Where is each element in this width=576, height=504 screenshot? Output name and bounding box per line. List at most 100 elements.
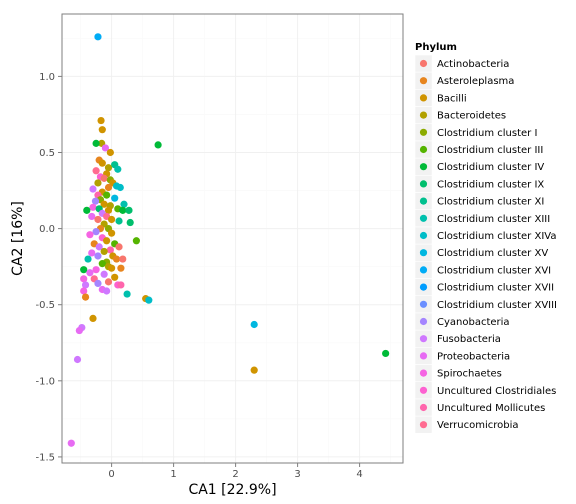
data-point bbox=[86, 269, 94, 277]
legend-label: Bacilli bbox=[437, 93, 467, 104]
legend-label: Actinobacteria bbox=[437, 59, 509, 70]
data-point bbox=[116, 183, 124, 192]
legend-item: Verrucomicrobia bbox=[414, 415, 519, 434]
data-point bbox=[123, 290, 131, 298]
legend-label: Clostridium cluster XVI bbox=[437, 265, 551, 276]
legend-marker bbox=[419, 94, 428, 102]
legend-marker bbox=[419, 386, 428, 394]
data-point bbox=[94, 252, 102, 260]
legend-marker bbox=[419, 421, 428, 429]
data-point bbox=[100, 247, 108, 256]
legend-item: Bacilli bbox=[414, 89, 467, 107]
y-axis-ticks: -1.5 -1.0 -0.5 0.0 0.5 1.0 bbox=[35, 72, 62, 463]
x-tick-label: 2 bbox=[232, 469, 238, 480]
legend-label: Verrucomicrobia bbox=[437, 420, 519, 431]
legend-item: Clostridium cluster III bbox=[414, 140, 543, 159]
legend-item: Clostridium cluster XIVa bbox=[414, 226, 556, 245]
data-point bbox=[94, 179, 102, 187]
legend-marker bbox=[419, 266, 428, 274]
legend-label: Clostridium cluster I bbox=[437, 128, 537, 139]
data-point bbox=[112, 255, 121, 263]
data-point bbox=[125, 206, 133, 214]
scatter-points bbox=[67, 33, 390, 447]
data-point bbox=[88, 212, 96, 221]
data-point bbox=[73, 355, 82, 364]
data-point bbox=[104, 183, 113, 192]
data-point bbox=[117, 264, 125, 272]
legend-item: Clostridium cluster XVI bbox=[414, 261, 551, 279]
legend-marker bbox=[419, 145, 428, 154]
data-point bbox=[114, 165, 122, 173]
data-point bbox=[67, 439, 75, 447]
legend-label: Uncultured Mollicutes bbox=[437, 403, 545, 414]
legend-label: Clostridium cluster XV bbox=[437, 248, 548, 259]
legend-label: Asteroleplasma bbox=[437, 76, 514, 87]
plot-panel bbox=[62, 14, 403, 463]
legend-label: Clostridium cluster XI bbox=[437, 197, 544, 208]
legend-label: Clostridium cluster XVII bbox=[437, 283, 554, 294]
x-tick-label: 0 bbox=[108, 469, 114, 480]
data-point bbox=[104, 164, 113, 172]
data-point bbox=[80, 275, 88, 283]
data-point bbox=[250, 366, 258, 374]
data-point bbox=[106, 246, 114, 254]
legend-label: Bacteroidetes bbox=[437, 111, 506, 122]
data-point bbox=[100, 174, 108, 182]
y-tick-label: 1.0 bbox=[39, 72, 55, 83]
legend-item: Clostridium cluster XI bbox=[414, 192, 544, 210]
legend-marker bbox=[419, 249, 428, 257]
x-axis-ticks: 0 1 2 3 4 bbox=[108, 463, 363, 480]
legend-marker bbox=[419, 59, 428, 68]
data-point bbox=[111, 273, 119, 281]
plot-border bbox=[61, 13, 404, 464]
legend-item: Clostridium cluster I bbox=[414, 123, 537, 142]
data-point bbox=[145, 296, 153, 304]
data-point bbox=[89, 314, 97, 323]
y-tick-label: 0.5 bbox=[39, 148, 55, 159]
data-point bbox=[108, 229, 116, 237]
legend-marker bbox=[419, 180, 428, 188]
data-point bbox=[80, 287, 88, 295]
x-axis-title: CA1 [22.9%] bbox=[188, 482, 276, 498]
major-gridlines bbox=[62, 14, 403, 463]
legend-label: Clostridium cluster XIII bbox=[437, 214, 550, 225]
y-tick-label: -1.5 bbox=[35, 452, 55, 463]
data-point bbox=[126, 218, 134, 227]
legend-title: Phylum bbox=[415, 42, 457, 53]
legend-items: Actinobacteria Asteroleplasma Bacilli Bacte… bbox=[414, 54, 557, 434]
data-point bbox=[89, 185, 97, 193]
data-point bbox=[108, 215, 116, 224]
data-point bbox=[98, 159, 106, 167]
minor-gridlines bbox=[62, 14, 403, 463]
legend-marker bbox=[419, 231, 428, 240]
legend-item: Spirochaetes bbox=[414, 364, 502, 382]
data-point bbox=[115, 243, 123, 251]
legend-label: Cyanobacteria bbox=[437, 317, 510, 328]
data-point bbox=[94, 279, 102, 287]
x-tick-label: 4 bbox=[356, 469, 362, 480]
data-point bbox=[119, 206, 127, 214]
data-point bbox=[104, 206, 113, 214]
y-axis-title: CA2 [16%] bbox=[10, 201, 26, 276]
legend-item: Uncultured Clostridiales bbox=[414, 381, 556, 400]
data-point bbox=[86, 231, 94, 239]
data-point bbox=[98, 260, 106, 268]
data-point bbox=[81, 281, 90, 289]
data-point bbox=[103, 191, 111, 199]
legend-label: Clostridium cluster XIVa bbox=[437, 231, 556, 242]
legend-label: Clostridium cluster IX bbox=[437, 179, 544, 190]
data-point bbox=[97, 116, 105, 125]
legend-marker bbox=[419, 317, 428, 326]
data-point bbox=[111, 194, 119, 202]
data-point bbox=[100, 270, 108, 278]
legend-item: Proteobacteria bbox=[414, 347, 510, 365]
legend-marker bbox=[419, 111, 428, 119]
data-point bbox=[81, 293, 90, 301]
legend: Phylum Actinobacteria Asteroleplasma Bacil… bbox=[414, 42, 557, 434]
data-point bbox=[100, 200, 108, 208]
legend-marker bbox=[419, 128, 428, 136]
data-point bbox=[94, 33, 102, 41]
legend-item: Clostridium cluster XIII bbox=[414, 209, 550, 228]
data-point bbox=[94, 215, 102, 224]
data-point bbox=[101, 144, 109, 152]
